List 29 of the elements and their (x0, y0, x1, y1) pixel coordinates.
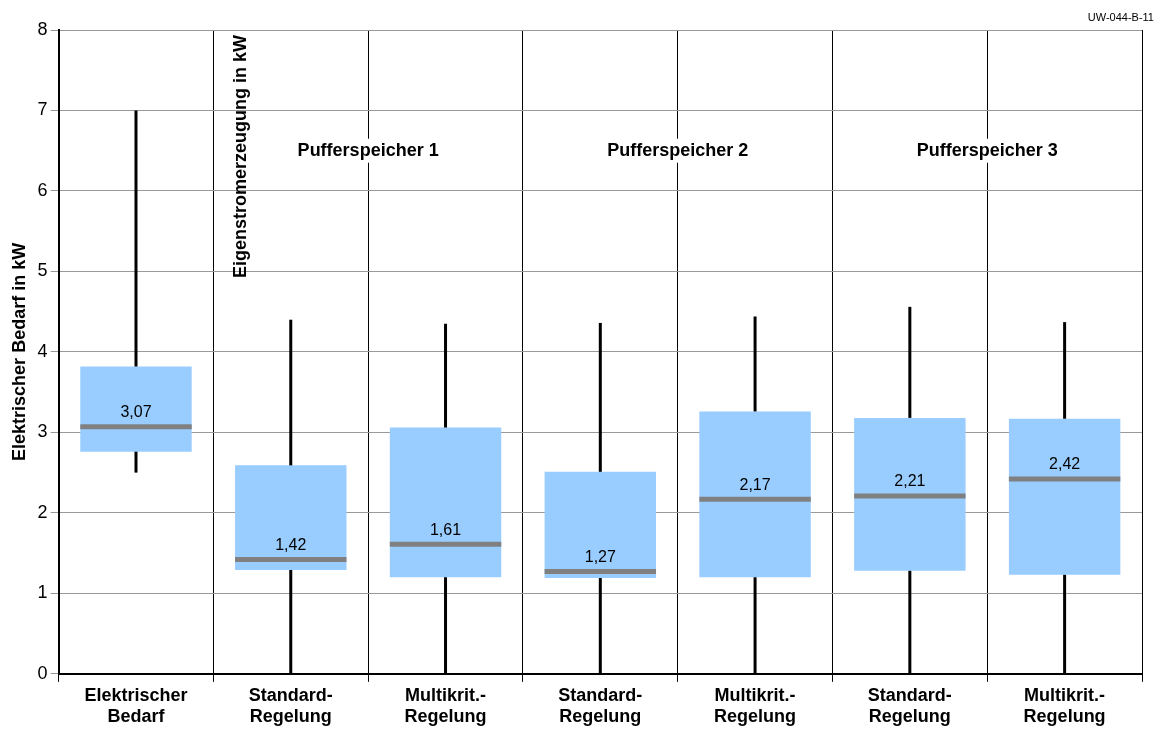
text: UW-044-B-11 (1087, 10, 1154, 23)
annotation: Pufferspeicher 1 (297, 139, 439, 160)
x-tick-label: Standard-Regelung (867, 684, 952, 727)
x-tick-label: Multikrit.-Regelung (404, 684, 487, 727)
x-tick-label: Standard-Regelung (248, 684, 333, 727)
text: 1,27 (584, 548, 616, 565)
annotation: Pufferspeicher 2 (607, 139, 749, 160)
x-tick-label: Multikrit.-Regelung (714, 684, 797, 727)
text: 1,42 (275, 535, 307, 553)
y-tick-label: 3 (37, 421, 48, 442)
y-tick-label: 1 (37, 582, 48, 603)
y2-axis-title: Eigenstromerzeugung in kW (230, 35, 251, 279)
y-tick-label: 6 (37, 179, 48, 200)
text: 1,61 (429, 520, 462, 538)
text: 2,17 (739, 475, 771, 493)
annotation: Pufferspeicher 3 (916, 139, 1058, 160)
y-tick-label: 2 (37, 501, 48, 522)
y-tick-label: 5 (37, 260, 48, 281)
y-tick-label: 0 (37, 662, 48, 683)
text: 2,42 (1049, 455, 1081, 473)
x-tick-label: Elektrischer Bedarf (84, 684, 188, 727)
y-axis-title: Elektrischer Bedarf in kW (8, 242, 29, 461)
y-tick-label: 7 (37, 99, 48, 120)
text: 2,21 (894, 472, 926, 490)
x-tick-label: Standard-Regelung (558, 684, 643, 727)
y-tick-label: 4 (37, 340, 48, 361)
x-tick-label: Multikrit.-Regelung (1023, 684, 1106, 727)
text: 3,07 (120, 403, 152, 421)
y-tick-label: 8 (37, 18, 48, 39)
